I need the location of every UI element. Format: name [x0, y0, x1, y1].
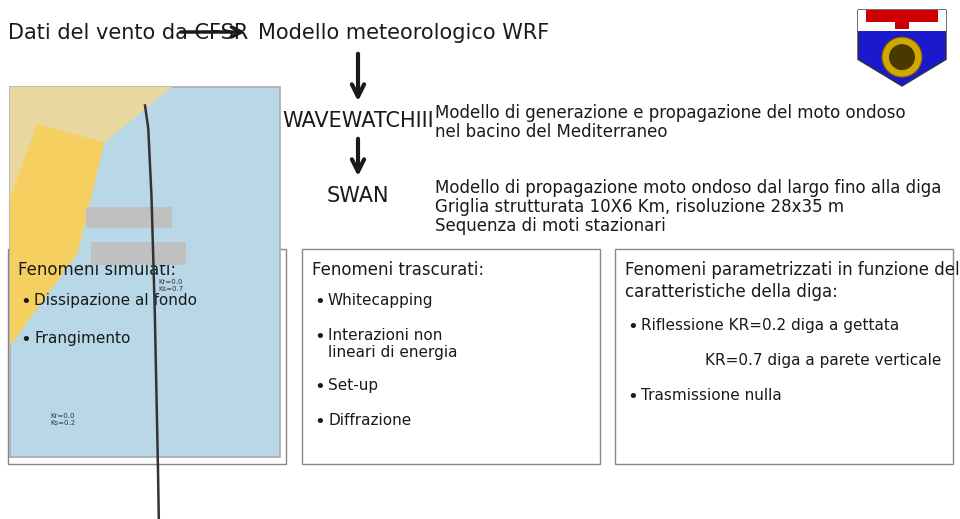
Bar	[85, 207, 172, 228]
Text: •: •	[20, 293, 31, 311]
Bar	[895, 12, 909, 29]
Text: Sequenza di moti stazionari: Sequenza di moti stazionari	[435, 217, 665, 235]
Text: KR=0.7 diga a parete verticale: KR=0.7 diga a parete verticale	[705, 353, 942, 368]
Bar	[858, 10, 946, 31]
Text: •: •	[314, 413, 324, 431]
Polygon shape	[10, 124, 105, 346]
Bar	[91, 242, 185, 265]
Bar	[866, 10, 938, 22]
Text: Fenomeni trascurati:: Fenomeni trascurati:	[312, 261, 484, 279]
Text: Modello di propagazione moto ondoso dal largo fino alla diga: Modello di propagazione moto ondoso dal …	[435, 179, 942, 197]
Text: •: •	[314, 293, 324, 311]
Text: Interazioni non
lineari di energia: Interazioni non lineari di energia	[328, 328, 458, 360]
Text: Diffrazione: Diffrazione	[328, 413, 411, 428]
Polygon shape	[10, 87, 172, 272]
Text: Modello di generazione e propagazione del moto ondoso: Modello di generazione e propagazione de…	[435, 104, 905, 122]
Bar	[8, 249, 286, 464]
Text: Dissipazione al fondo: Dissipazione al fondo	[34, 293, 197, 308]
Text: •: •	[314, 328, 324, 346]
Text: Kr=0.0
Ks=0.7: Kr=0.0 Ks=0.7	[158, 279, 183, 292]
Text: Whitecapping: Whitecapping	[328, 293, 434, 308]
Text: Set-up: Set-up	[328, 378, 378, 393]
Text: Dati del vento da CFSR: Dati del vento da CFSR	[8, 23, 249, 43]
Text: nel bacino del Mediterraneo: nel bacino del Mediterraneo	[435, 123, 667, 141]
Circle shape	[882, 37, 922, 77]
Text: •: •	[627, 388, 637, 406]
Text: Trasmissione nulla: Trasmissione nulla	[641, 388, 781, 403]
Text: •: •	[314, 378, 324, 396]
Polygon shape	[858, 10, 946, 86]
Text: caratteristiche della diga:: caratteristiche della diga:	[625, 283, 838, 301]
Text: Fenomeni simulati:: Fenomeni simulati:	[18, 261, 176, 279]
Text: Griglia strutturata 10X6 Km, risoluzione 28x35 m: Griglia strutturata 10X6 Km, risoluzione…	[435, 198, 844, 216]
Circle shape	[889, 44, 915, 70]
Text: •: •	[627, 318, 637, 336]
Text: SWAN: SWAN	[326, 186, 389, 206]
Bar	[615, 249, 953, 464]
Text: Kr=0.0
Ks=0.2: Kr=0.0 Ks=0.2	[51, 413, 76, 426]
Text: Modello meteorologico WRF: Modello meteorologico WRF	[258, 23, 549, 43]
Text: •: •	[20, 331, 31, 349]
Bar	[10, 87, 280, 457]
Text: Riflessione KR=0.2 diga a gettata: Riflessione KR=0.2 diga a gettata	[641, 318, 900, 333]
Text: Fenomeni parametrizzati in funzione delle: Fenomeni parametrizzati in funzione dell…	[625, 261, 960, 279]
Text: Frangimento: Frangimento	[34, 331, 131, 346]
Text: WAVEWATCHIII: WAVEWATCHIII	[282, 111, 434, 131]
Bar	[302, 249, 600, 464]
